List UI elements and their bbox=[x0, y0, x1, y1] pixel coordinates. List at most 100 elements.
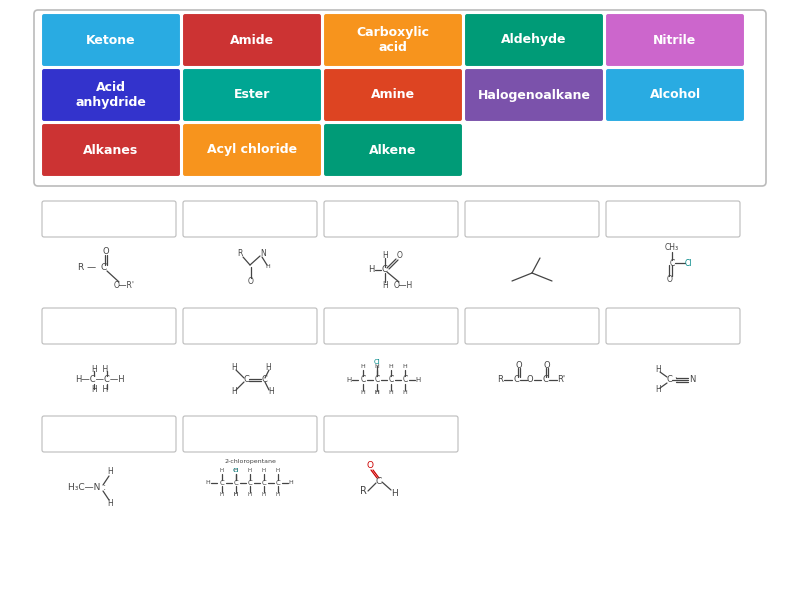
Text: O: O bbox=[102, 247, 110, 256]
Text: Cl: Cl bbox=[374, 359, 380, 365]
Text: C: C bbox=[248, 480, 252, 486]
Text: H: H bbox=[268, 388, 274, 397]
Text: H: H bbox=[655, 385, 661, 395]
Text: H: H bbox=[361, 364, 366, 370]
Text: O: O bbox=[397, 251, 403, 260]
FancyBboxPatch shape bbox=[183, 308, 317, 344]
Text: H: H bbox=[276, 493, 280, 497]
FancyBboxPatch shape bbox=[464, 13, 604, 67]
Text: R: R bbox=[497, 376, 503, 385]
Text: C: C bbox=[360, 376, 366, 385]
Text: C: C bbox=[381, 265, 387, 275]
Text: H  H: H H bbox=[92, 365, 108, 374]
FancyBboxPatch shape bbox=[323, 123, 463, 177]
Text: C: C bbox=[261, 376, 267, 385]
Text: Amine: Amine bbox=[371, 88, 415, 101]
Text: C: C bbox=[374, 376, 380, 385]
Text: H: H bbox=[220, 493, 224, 497]
FancyBboxPatch shape bbox=[324, 308, 458, 344]
Text: H: H bbox=[361, 391, 366, 395]
FancyBboxPatch shape bbox=[605, 13, 745, 67]
Text: C: C bbox=[276, 480, 280, 486]
FancyBboxPatch shape bbox=[41, 13, 181, 67]
Text: H: H bbox=[107, 499, 113, 509]
Text: H: H bbox=[276, 469, 280, 473]
Text: H: H bbox=[402, 364, 407, 370]
Text: Aldehyde: Aldehyde bbox=[502, 34, 566, 46]
FancyBboxPatch shape bbox=[465, 308, 599, 344]
Text: O: O bbox=[544, 361, 550, 370]
FancyBboxPatch shape bbox=[606, 308, 740, 344]
Text: H: H bbox=[248, 469, 252, 473]
Text: Amide: Amide bbox=[230, 34, 274, 46]
FancyBboxPatch shape bbox=[42, 416, 176, 452]
FancyBboxPatch shape bbox=[41, 68, 181, 122]
FancyBboxPatch shape bbox=[41, 123, 181, 177]
Text: O: O bbox=[248, 277, 254, 286]
Text: C: C bbox=[220, 480, 224, 486]
FancyBboxPatch shape bbox=[182, 13, 322, 67]
FancyBboxPatch shape bbox=[323, 13, 463, 67]
Text: Acid
anhydride: Acid anhydride bbox=[75, 81, 146, 109]
FancyBboxPatch shape bbox=[464, 68, 604, 122]
Text: C: C bbox=[670, 259, 674, 268]
FancyBboxPatch shape bbox=[183, 201, 317, 237]
Text: H: H bbox=[266, 265, 270, 269]
Text: H: H bbox=[389, 364, 394, 370]
FancyBboxPatch shape bbox=[42, 308, 176, 344]
Text: Ketone: Ketone bbox=[86, 34, 136, 46]
Text: H: H bbox=[655, 365, 661, 374]
Text: N: N bbox=[260, 248, 266, 257]
Text: H—C—C—H: H—C—C—H bbox=[75, 376, 125, 385]
Text: O: O bbox=[526, 376, 534, 385]
Text: H: H bbox=[107, 467, 113, 476]
Text: 2-chloropentane: 2-chloropentane bbox=[224, 460, 276, 464]
Text: C: C bbox=[402, 376, 408, 385]
Text: O—R': O—R' bbox=[114, 280, 134, 289]
Text: H: H bbox=[234, 493, 238, 497]
Text: O: O bbox=[366, 461, 374, 470]
Text: :: : bbox=[674, 376, 676, 382]
Text: C: C bbox=[376, 476, 382, 485]
Text: R': R' bbox=[557, 376, 565, 385]
Text: Alkanes: Alkanes bbox=[83, 143, 138, 157]
Text: Cl: Cl bbox=[233, 467, 239, 473]
Text: C: C bbox=[234, 480, 238, 486]
Text: O: O bbox=[667, 275, 673, 283]
Text: O: O bbox=[516, 361, 522, 370]
FancyBboxPatch shape bbox=[606, 201, 740, 237]
Text: Alcohol: Alcohol bbox=[650, 88, 701, 101]
FancyBboxPatch shape bbox=[182, 68, 322, 122]
Text: H: H bbox=[382, 251, 388, 259]
FancyBboxPatch shape bbox=[34, 10, 766, 186]
Text: H: H bbox=[368, 265, 374, 275]
Text: H: H bbox=[231, 364, 237, 373]
Text: H: H bbox=[206, 481, 210, 485]
Text: H: H bbox=[234, 469, 238, 473]
Text: Acyl chloride: Acyl chloride bbox=[207, 143, 297, 157]
Text: C: C bbox=[243, 376, 249, 385]
FancyBboxPatch shape bbox=[605, 68, 745, 122]
Text: R —: R — bbox=[78, 263, 96, 272]
Text: H: H bbox=[402, 391, 407, 395]
Text: H: H bbox=[374, 364, 379, 370]
Text: C: C bbox=[666, 376, 672, 385]
Text: H: H bbox=[262, 493, 266, 497]
Text: H: H bbox=[346, 377, 352, 383]
Text: CH₃: CH₃ bbox=[665, 244, 679, 253]
Text: H: H bbox=[390, 488, 398, 497]
FancyBboxPatch shape bbox=[182, 123, 322, 177]
Text: C: C bbox=[262, 480, 266, 486]
FancyBboxPatch shape bbox=[183, 416, 317, 452]
Text: H: H bbox=[389, 391, 394, 395]
Text: Halogenoalkane: Halogenoalkane bbox=[478, 88, 590, 101]
FancyBboxPatch shape bbox=[42, 201, 176, 237]
Text: H: H bbox=[382, 280, 388, 289]
Text: H  H: H H bbox=[92, 385, 108, 395]
Text: Ester: Ester bbox=[234, 88, 270, 101]
Text: H₃C—N :: H₃C—N : bbox=[68, 484, 106, 493]
FancyBboxPatch shape bbox=[323, 68, 463, 122]
Text: O—H: O—H bbox=[394, 280, 413, 289]
Text: Carboxylic
acid: Carboxylic acid bbox=[357, 26, 430, 54]
Text: H: H bbox=[231, 388, 237, 397]
